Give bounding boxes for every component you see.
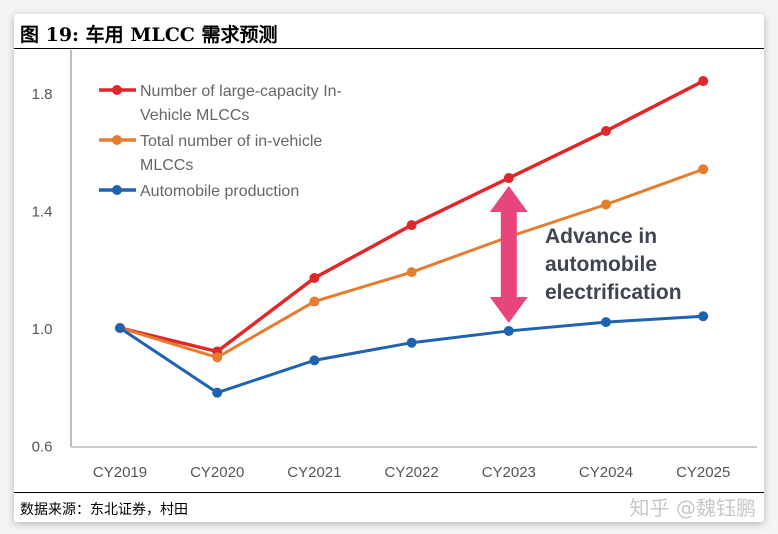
y-tick-label: 1.0 — [32, 321, 53, 338]
data-point — [406, 337, 417, 348]
data-point — [601, 199, 611, 210]
legend-label: Total number of in-vehicle — [140, 133, 322, 150]
footer-divider — [14, 492, 764, 493]
data-point — [115, 323, 125, 333]
watermark: 知乎 @魏钰鹏 — [629, 496, 756, 520]
data-point — [309, 273, 320, 284]
y-tick-label: 1.8 — [32, 86, 53, 103]
y-tick-label: 1.4 — [32, 203, 53, 220]
data-point — [406, 220, 417, 231]
x-tick-label: CY2021 — [287, 464, 341, 481]
annotation-text: automobile — [545, 253, 657, 276]
x-tick-label: CY2022 — [384, 464, 438, 481]
figure-title: 图 19: 车用 MLCC 需求预测 — [20, 24, 278, 46]
double-arrow — [489, 186, 528, 323]
data-point — [503, 173, 514, 184]
legend-label: Number of large-capacity In- — [140, 83, 342, 100]
legend-label: Vehicle MLCCs — [140, 107, 249, 124]
figure-card: 图 19: 车用 MLCC 需求预测 数据来源：东北证券，村田 知乎 @魏钰鹏 — [14, 14, 764, 522]
x-tick-label: CY2020 — [190, 464, 244, 481]
source-note: 数据来源：东北证券，村田 — [20, 502, 188, 518]
legend-item: Automobile production — [99, 183, 299, 200]
legend-marker — [112, 185, 122, 195]
x-tick-label: CY2025 — [676, 464, 730, 481]
data-point — [698, 311, 709, 322]
x-tick-label: CY2024 — [579, 464, 633, 481]
legend-label: MLCCs — [140, 157, 193, 174]
data-point — [698, 76, 709, 87]
data-point — [601, 317, 611, 328]
data-point — [309, 355, 320, 366]
title-divider — [14, 48, 764, 49]
data-point — [309, 296, 320, 307]
data-point — [212, 387, 223, 398]
x-tick-label: CY2023 — [482, 464, 536, 481]
legend-marker — [112, 135, 122, 145]
legend-label: Automobile production — [140, 183, 299, 200]
data-point — [503, 325, 514, 336]
legend-marker — [112, 85, 122, 95]
legend-item: Total number of in-vehicle MLCCs — [99, 133, 322, 174]
annotation-text: Advance in — [545, 225, 657, 248]
data-point — [212, 352, 223, 363]
legend-item: Number of large-capacity In- Vehicle MLCC… — [99, 83, 342, 124]
x-tick-label: CY2019 — [93, 464, 147, 481]
data-point — [698, 164, 709, 175]
data-point — [406, 267, 417, 278]
y-tick-label: 0.6 — [32, 439, 53, 456]
data-point — [601, 126, 611, 137]
annotation-text: electrification — [545, 281, 682, 304]
